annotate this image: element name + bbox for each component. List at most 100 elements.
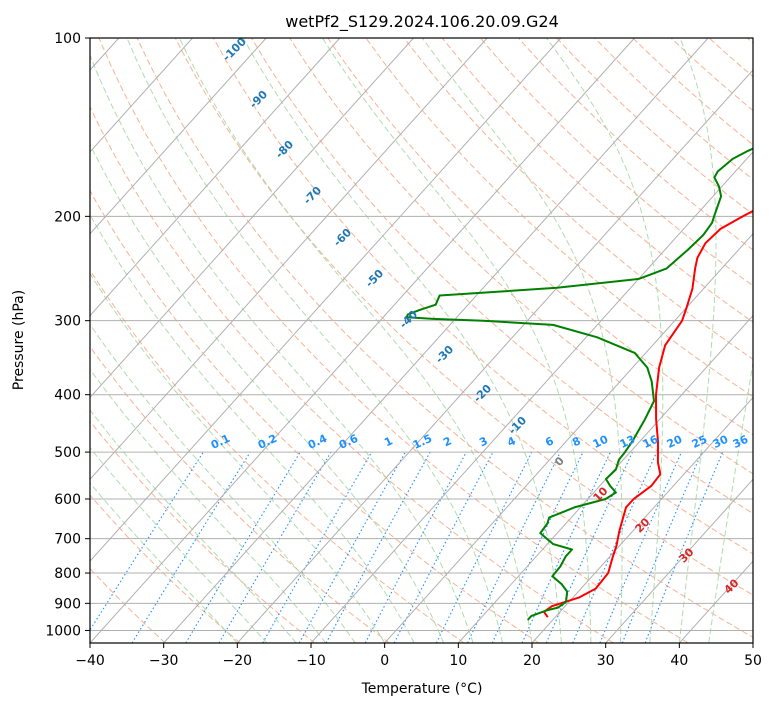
isotherm-line [236, 69, 753, 643]
mixing-ratio-label: 20 [665, 433, 685, 451]
mixing-ratio-label: 0.4 [306, 432, 329, 452]
mixing-ratio-line [364, 451, 467, 643]
dry-adiabat-label: -80 [273, 138, 296, 161]
y-tick-label: 300 [54, 314, 81, 330]
mixing-ratio-label: 13 [618, 433, 637, 451]
isotherm-line [90, 38, 193, 153]
moist-adiabat-line [678, 38, 717, 643]
mixing-ratio-label: 30 [711, 433, 731, 451]
x-tick-label: −20 [223, 653, 253, 669]
y-axis-ticks: 1000 900 800 700 600 500 400 300 200 100 [45, 31, 90, 639]
mixing-ratio-line [298, 451, 406, 643]
isotherm-line [605, 478, 753, 643]
y-tick-label: 100 [54, 31, 81, 47]
x-tick-label: 30 [597, 653, 615, 669]
dry-adiabat-line [212, 38, 753, 555]
dry-adiabat-label: -100 [220, 35, 249, 64]
dry-adiabat-line [479, 38, 753, 287]
y-tick-label: 1000 [45, 623, 81, 639]
isotherm-line [90, 38, 635, 643]
x-axis-ticks: −40 −30 −20 −10 0 10 20 30 40 50 [75, 643, 762, 669]
isotherm-line [163, 38, 709, 643]
dry-adiabat-label: -90 [247, 88, 270, 111]
x-tick-label: 0 [380, 653, 389, 669]
sounding-profiles [405, 147, 753, 621]
dry-adiabat-line [90, 189, 540, 643]
moist-adiabat-label: 30 [677, 545, 697, 565]
moist-adiabat-line [322, 38, 592, 643]
dry-adiabat-line [708, 38, 753, 78]
mixing-ratio-line [644, 451, 724, 643]
isotherm-line [531, 396, 753, 643]
dry-adiabats [90, 38, 753, 643]
x-tick-label: 10 [449, 653, 467, 669]
isotherm-line [90, 38, 562, 562]
dry-adiabat-line [90, 494, 241, 643]
isotherm-line [752, 642, 753, 643]
moist-adiabat-line [242, 38, 562, 643]
x-tick-label: −10 [296, 653, 326, 669]
x-tick-label: 50 [744, 653, 762, 669]
x-tick-label: −30 [149, 653, 179, 669]
dry-adiabat-line [441, 38, 753, 323]
mixing-ratio-label: 36 [731, 433, 751, 451]
dry-adiabat-label: -30 [433, 343, 456, 366]
isotherm-line [457, 314, 753, 643]
y-tick-label: 600 [54, 492, 81, 508]
mixing-ratio-line [90, 451, 204, 631]
dry-adiabat-label: -50 [363, 267, 386, 290]
mixing-ratio-label: 1.5 [411, 432, 434, 452]
dry-adiabat-line [90, 105, 614, 643]
dry-adiabat-line [98, 38, 689, 643]
x-axis-label: Temperature (°C) [361, 681, 483, 697]
mixing-ratio-line [325, 451, 431, 643]
mixing-ratio-label: 8 [570, 434, 582, 449]
moist-adiabat-line [90, 272, 386, 643]
x-tick-label: −40 [75, 653, 105, 669]
y-tick-label: 800 [54, 566, 81, 582]
moist-adiabat-line [546, 38, 664, 643]
y-tick-label: 400 [54, 388, 81, 404]
isotherm-line [90, 38, 414, 399]
dewpoint-profile [405, 147, 753, 621]
y-axis-label: Pressure (hPa) [11, 290, 27, 390]
moist-adiabat-line [126, 38, 503, 643]
moist-adiabat-line [421, 38, 623, 643]
dry-adiabat-line [556, 38, 753, 216]
moist-adiabat-line [708, 359, 753, 643]
dry-adiabat-label: -70 [301, 184, 324, 207]
mixing-ratio-line [131, 451, 251, 643]
dry-adiabat-line [365, 38, 753, 398]
moist-adiabat-line [90, 143, 445, 643]
mixing-ratio-label: 16 [641, 433, 661, 451]
dry-adiabat-line [90, 420, 316, 643]
dry-adiabat-line [746, 38, 753, 44]
y-tick-label: 900 [54, 596, 81, 612]
mixing-ratio-line [545, 451, 633, 643]
mixing-ratio-label: 0.6 [337, 432, 360, 452]
mixing-ratio-label: 0.2 [256, 432, 279, 452]
isotherm-line [384, 232, 753, 643]
mixing-ratio-label: 6 [543, 434, 556, 449]
moist-adiabat-label: 0 [552, 454, 567, 469]
x-tick-label: 40 [670, 653, 688, 669]
y-tick-label: 700 [54, 532, 81, 548]
mixing-ratio-label: 4 [505, 434, 518, 449]
isotherm-line [90, 38, 267, 235]
moist-adiabat-line [90, 482, 238, 643]
plot-frame [89, 37, 754, 644]
isotherm-line [90, 38, 341, 317]
mixing-ratio-line [393, 451, 494, 643]
moist-adiabat-line [90, 323, 356, 643]
moist-adiabat-line [90, 53, 474, 643]
mixing-ratio-label: 1 [382, 434, 394, 449]
moist-adiabat-label: 20 [633, 515, 653, 535]
dry-adiabat-line [289, 38, 753, 475]
dry-adiabat-line [90, 269, 465, 643]
mixing-ratio-label: 25 [690, 433, 709, 451]
mixing-ratio-line [599, 451, 682, 643]
y-tick-label: 200 [54, 209, 81, 225]
mixing-ratio-line [262, 451, 373, 643]
skewed-isotherms [90, 38, 753, 643]
